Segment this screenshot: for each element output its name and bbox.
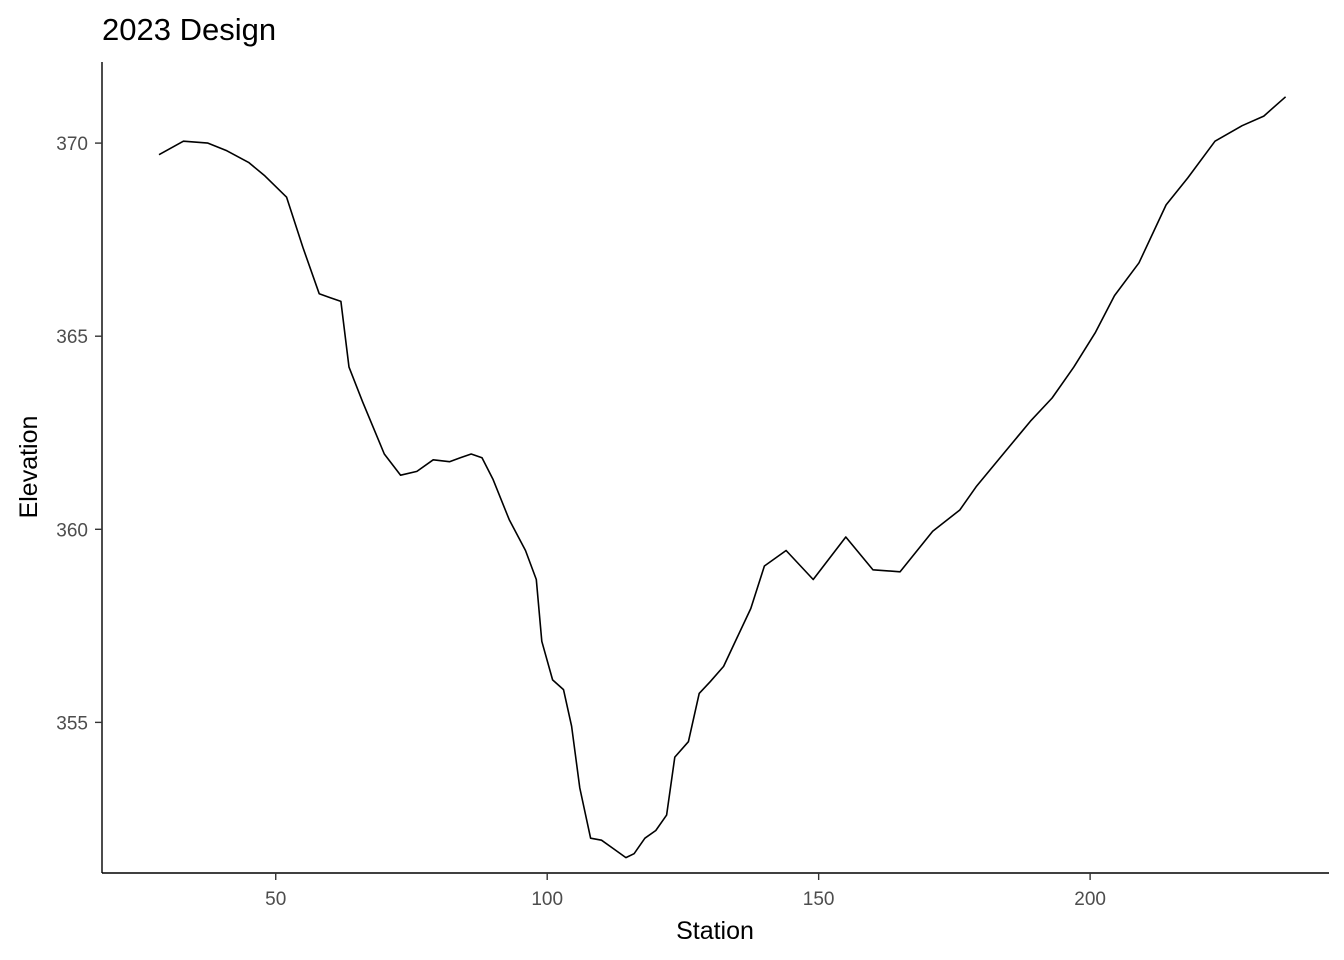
x-tick-label: 200 — [1074, 889, 1106, 910]
x-tick-label: 50 — [265, 889, 286, 910]
y-tick-label: 370 — [56, 134, 88, 155]
x-axis-title: Station — [676, 917, 754, 945]
y-tick-label: 360 — [56, 520, 88, 541]
axis-ticks: 50 100 150 200 355 360 365 370 — [56, 134, 1106, 910]
elevation-profile-line — [158, 96, 1287, 859]
x-tick-label: 150 — [803, 889, 835, 910]
x-tick-label: 100 — [531, 889, 563, 910]
chart-title: 2023 Design — [102, 12, 276, 47]
y-tick-label: 365 — [56, 327, 88, 348]
y-axis-title: Elevation — [15, 416, 43, 519]
series-layer — [158, 96, 1287, 859]
y-tick-label: 355 — [56, 713, 88, 734]
